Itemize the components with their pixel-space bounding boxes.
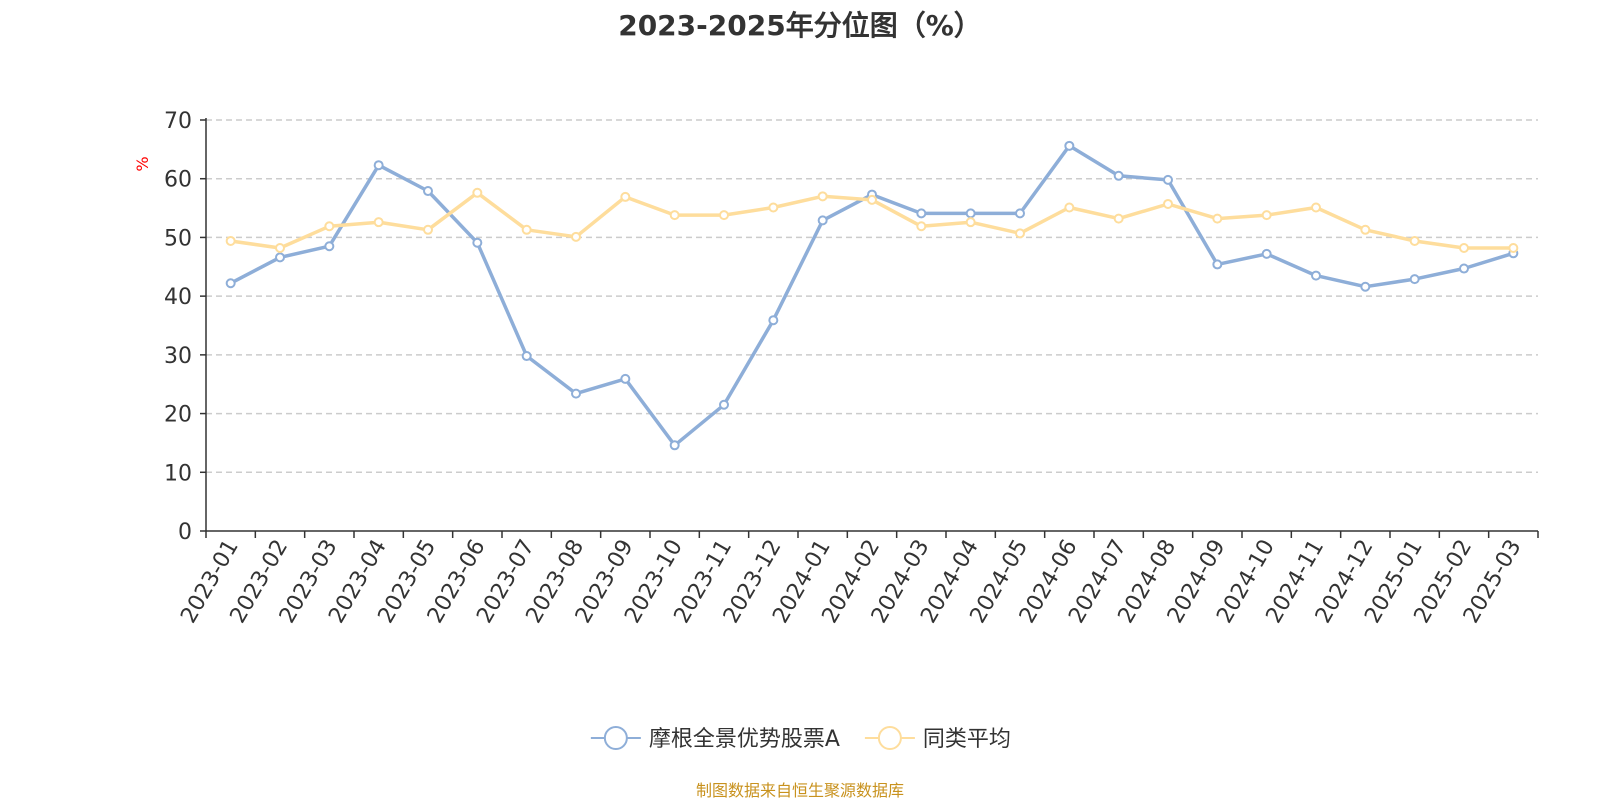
y-tick-label: 20	[164, 403, 192, 428]
series-2-point	[1409, 235, 1420, 246]
series-2-point	[373, 217, 384, 228]
series-1-point	[768, 315, 779, 326]
series-2-point	[1311, 202, 1321, 213]
series-2-point	[1360, 224, 1371, 235]
series-1-point	[719, 399, 729, 410]
series-1-point	[225, 278, 236, 289]
series-2-point	[669, 210, 680, 221]
legend-icon-marker-2	[877, 726, 902, 750]
y-tick-label: 30	[164, 344, 192, 369]
series-1-point	[373, 160, 384, 171]
legend-icon-marker-1	[603, 726, 628, 750]
series-2-point	[521, 224, 532, 235]
series-1-point	[1311, 270, 1321, 281]
series-1-point	[1163, 174, 1173, 185]
series-1-point	[1409, 274, 1420, 285]
series-2-point	[620, 191, 631, 202]
y-tick-label: 40	[164, 285, 192, 310]
data-source-note: 制图数据来自恒生聚源数据库	[695, 781, 904, 800]
y-tick-label: 0	[178, 520, 192, 545]
series-2-point	[916, 221, 927, 232]
series-2-point	[1508, 242, 1519, 253]
series-1-point	[1064, 140, 1075, 151]
series-2-point	[1163, 198, 1173, 209]
series-1-point	[275, 252, 285, 263]
series-2-point	[472, 187, 483, 198]
series-1-point	[521, 351, 532, 362]
series-2-point	[324, 221, 335, 232]
series-2-point	[1212, 213, 1223, 224]
series-1-point	[1459, 263, 1469, 274]
series-2-point	[1015, 228, 1025, 239]
series-2-point	[1459, 242, 1469, 253]
series-1-point	[669, 440, 680, 451]
series-1-point	[1015, 208, 1025, 219]
series-1-point	[1261, 248, 1272, 259]
series-1-point	[571, 388, 581, 399]
series-2-point	[1064, 202, 1075, 213]
series-1-point	[324, 241, 335, 252]
y-axis-unit-label: %	[133, 156, 152, 171]
series-2-point	[719, 210, 729, 221]
chart-title: 2023-2025年分位图（%）	[618, 9, 982, 42]
series-2-point	[1113, 213, 1124, 224]
legend-label-1: 摩根全景优势股票A	[649, 727, 840, 752]
series-2-point	[423, 224, 433, 235]
series-2-point	[225, 235, 236, 246]
series-1-point	[1212, 259, 1223, 270]
series-1-point	[1360, 281, 1371, 292]
series-1-point	[423, 186, 433, 197]
y-tick-label: 10	[164, 461, 192, 486]
series-1-point	[472, 237, 483, 248]
series-2-point	[571, 231, 581, 242]
series-2-point	[275, 242, 285, 253]
series-2-point	[1261, 210, 1272, 221]
series-1-point	[916, 208, 927, 219]
series-2-point	[817, 191, 828, 202]
series-1-point	[1113, 170, 1124, 181]
series-1-point	[965, 208, 976, 219]
series-1-point	[620, 373, 631, 384]
series-2-point	[768, 202, 779, 213]
series-1-point	[817, 215, 828, 226]
series-2-point	[965, 217, 976, 228]
legend-label-2: 同类平均	[923, 727, 1011, 752]
y-tick-label: 50	[164, 226, 192, 251]
y-tick-label: 70	[164, 109, 192, 134]
y-tick-label: 60	[164, 168, 192, 193]
series-2-point	[867, 194, 877, 205]
